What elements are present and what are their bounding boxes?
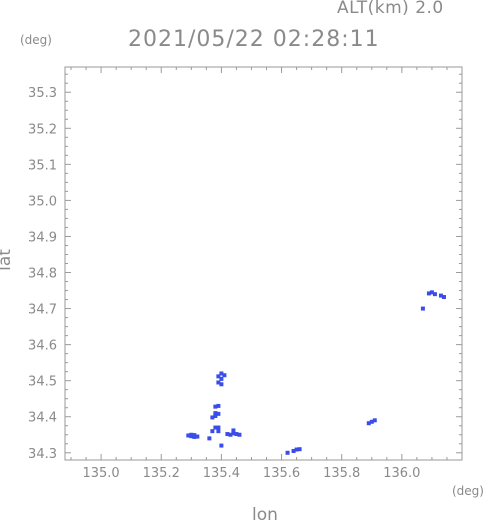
y-tick-label: 35.0 bbox=[28, 194, 57, 209]
x-tick-label: 136.0 bbox=[383, 466, 420, 481]
y-tick-label: 35.1 bbox=[28, 158, 57, 173]
data-point bbox=[195, 434, 200, 439]
data-point bbox=[234, 432, 239, 437]
data-point bbox=[228, 432, 233, 437]
data-point bbox=[426, 291, 431, 296]
y-axis-unit: (deg) bbox=[20, 33, 52, 47]
plot-frame bbox=[64, 66, 463, 461]
data-point bbox=[213, 414, 218, 419]
data-point bbox=[294, 447, 299, 452]
data-point bbox=[237, 432, 242, 437]
data-point bbox=[285, 450, 290, 455]
data-point bbox=[216, 429, 221, 434]
data-point bbox=[369, 419, 374, 424]
data-point bbox=[216, 411, 221, 416]
data-point bbox=[216, 425, 221, 430]
y-tick-label: 35.2 bbox=[28, 122, 57, 137]
datetime-title: 2021/05/22 02:28:11 bbox=[128, 27, 380, 52]
data-point bbox=[213, 411, 218, 416]
data-point bbox=[192, 433, 197, 438]
data-point bbox=[210, 429, 215, 434]
tick-labels: 135.0 135.2 135.4 135.6 135.8 136.0 34.3 34.4 34… bbox=[28, 86, 420, 481]
data-point bbox=[210, 415, 215, 420]
y-tick-label: 34.8 bbox=[28, 267, 57, 282]
axis-ticks bbox=[65, 67, 463, 460]
data-point bbox=[213, 425, 218, 430]
data-point bbox=[441, 295, 446, 300]
data-point bbox=[219, 443, 224, 448]
y-tick-label: 34.3 bbox=[28, 447, 57, 462]
data-point bbox=[291, 448, 296, 453]
altitude-label: ALT(km) 2.0 bbox=[337, 0, 444, 18]
data-point bbox=[366, 421, 371, 426]
x-axis-label: lon bbox=[252, 505, 278, 525]
data-point bbox=[231, 428, 236, 433]
data-point bbox=[216, 403, 221, 408]
data-point bbox=[297, 447, 302, 452]
data-point bbox=[372, 418, 377, 423]
data-point bbox=[216, 374, 221, 379]
data-point bbox=[219, 371, 224, 376]
y-tick-label: 34.4 bbox=[28, 411, 57, 426]
data-point bbox=[432, 292, 437, 297]
x-tick-label: 135.0 bbox=[82, 466, 119, 481]
data-point bbox=[186, 433, 191, 438]
y-tick-label: 35.3 bbox=[28, 86, 57, 101]
x-axis-unit: (deg) bbox=[452, 484, 484, 498]
data-point bbox=[189, 432, 194, 437]
data-point bbox=[231, 431, 236, 436]
y-tick-label: 34.5 bbox=[28, 375, 57, 390]
data-point bbox=[420, 306, 425, 311]
data-point bbox=[222, 373, 227, 378]
data-point bbox=[207, 436, 212, 441]
x-tick-label: 135.6 bbox=[263, 466, 300, 481]
data-point bbox=[216, 380, 221, 385]
data-point bbox=[438, 293, 443, 298]
data-point bbox=[219, 376, 224, 381]
y-tick-label: 34.9 bbox=[28, 230, 57, 245]
y-tick-label: 34.7 bbox=[28, 303, 57, 318]
data-point bbox=[213, 404, 218, 409]
data-point bbox=[225, 432, 230, 437]
x-tick-label: 135.8 bbox=[323, 466, 360, 481]
data-points bbox=[186, 290, 446, 455]
data-point bbox=[429, 290, 434, 295]
x-tick-label: 135.4 bbox=[203, 466, 240, 481]
data-point bbox=[219, 382, 224, 387]
y-tick-label: 34.6 bbox=[28, 339, 57, 354]
x-tick-label: 135.2 bbox=[143, 466, 180, 481]
